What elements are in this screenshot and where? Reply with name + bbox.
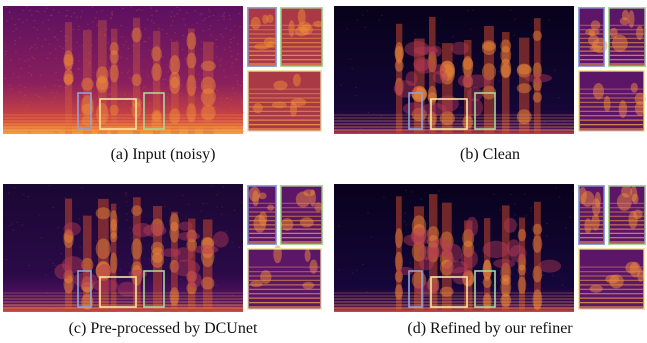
caption-a: (a) Input (noisy) [110,146,216,163]
spectrogram-b [334,6,646,134]
spectrogram-d [334,184,646,312]
panel-d [334,184,646,312]
highlight-box-left [408,92,423,130]
spectrogram-a [3,6,323,134]
panel-b [334,6,646,134]
highlight-box-right [143,92,165,130]
caption-d: (d) Refined by our refiner [407,320,573,337]
highlight-box-middle [99,276,137,308]
inset-middle [247,248,322,310]
inset-middle [247,70,322,132]
caption-b: (b) Clean [460,146,520,163]
highlight-box-right [143,270,165,308]
highlight-box-left [77,92,92,130]
panel-a [3,6,323,134]
spectrogram-background [3,6,243,134]
highlight-box-middle [430,276,468,308]
highlight-box-middle [430,98,468,130]
spectrogram-c [3,184,323,312]
highlight-box-left [77,270,92,308]
highlight-box-left [408,270,423,308]
caption-c: (c) Pre-processed by DCUnet [68,320,258,337]
highlight-box-right [474,92,496,130]
highlight-box-right [474,270,496,308]
inset-middle [578,70,645,132]
highlight-box-middle [99,98,137,130]
panel-c [3,184,323,312]
